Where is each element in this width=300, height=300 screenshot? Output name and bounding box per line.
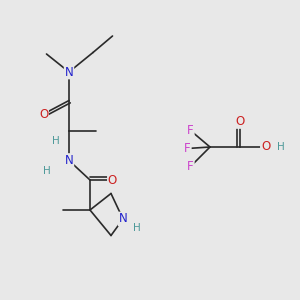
Text: F: F	[187, 124, 194, 137]
Text: N: N	[64, 154, 74, 167]
Text: H: H	[133, 223, 140, 233]
Text: N: N	[118, 212, 127, 226]
Text: H: H	[277, 142, 284, 152]
Text: F: F	[187, 160, 194, 173]
Text: H: H	[52, 136, 59, 146]
Text: O: O	[108, 173, 117, 187]
Text: H: H	[43, 166, 50, 176]
Text: O: O	[261, 140, 270, 154]
Text: F: F	[184, 142, 191, 155]
Text: O: O	[39, 107, 48, 121]
Text: O: O	[236, 115, 244, 128]
Text: N: N	[64, 65, 74, 79]
